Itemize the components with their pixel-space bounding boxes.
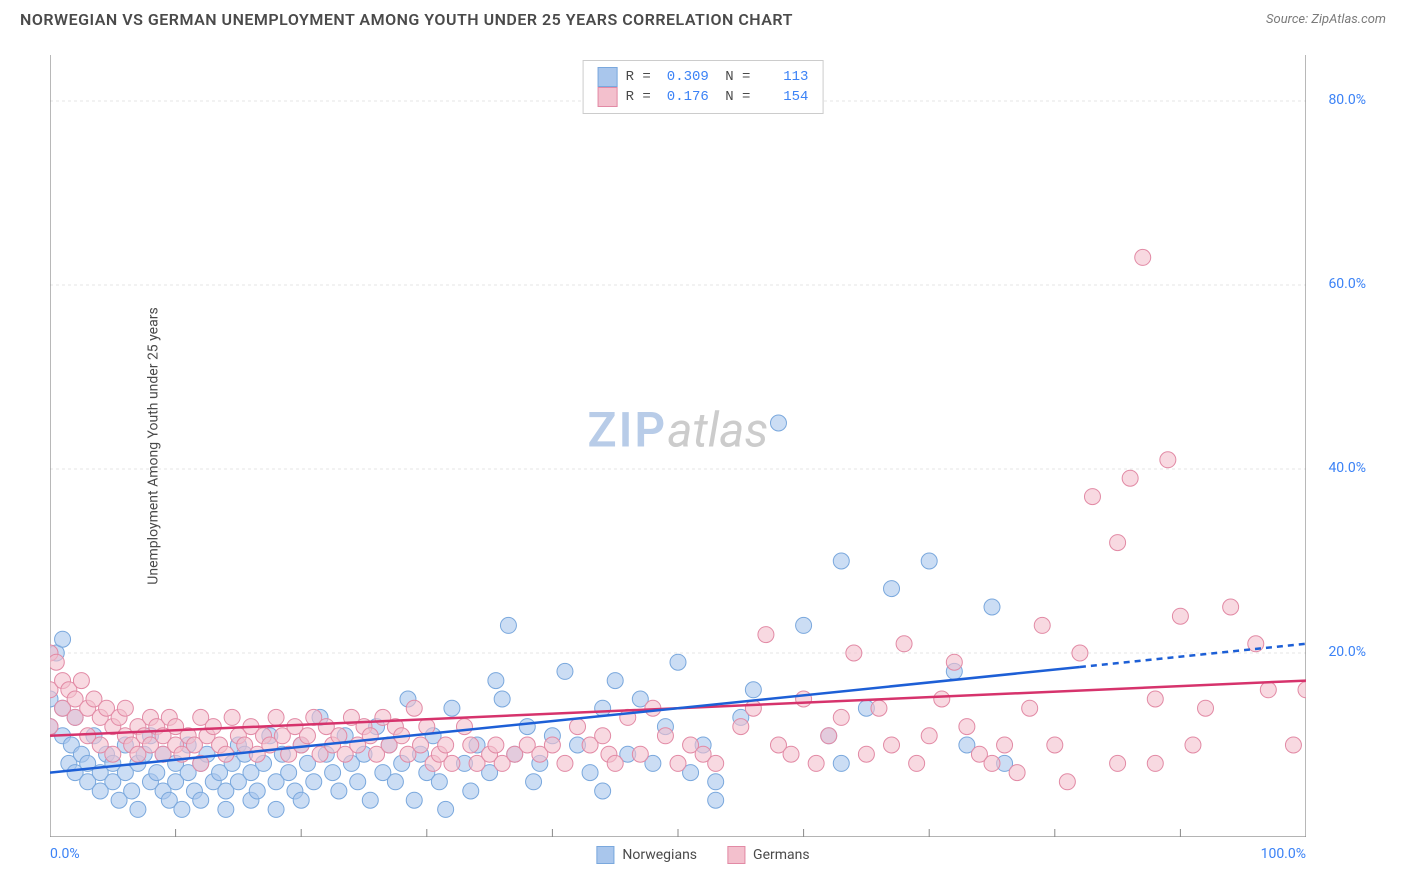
chart-title: NORWEGIAN VS GERMAN UNEMPLOYMENT AMONG Y… bbox=[20, 10, 793, 29]
y-tick-label: 40.0% bbox=[1328, 460, 1366, 476]
y-tick-label: 80.0% bbox=[1328, 92, 1366, 108]
legend-row-norwegians: R = 0.309 N = 113 bbox=[598, 67, 809, 87]
n-value-norwegians: 113 bbox=[758, 69, 808, 85]
legend-swatch-norwegians bbox=[598, 67, 618, 87]
x-axis-min-label: 0.0% bbox=[50, 846, 80, 862]
n-label: N = bbox=[717, 69, 751, 85]
legend-swatch-germans bbox=[598, 87, 618, 107]
y-tick-label: 60.0% bbox=[1328, 276, 1366, 292]
y-tick-label: 20.0% bbox=[1328, 644, 1366, 660]
legend-label-germans: Germans bbox=[753, 847, 810, 863]
legend-item-norwegians: Norwegians bbox=[596, 846, 697, 864]
legend-swatch-icon bbox=[727, 846, 745, 864]
correlation-legend: R = 0.309 N = 113 R = 0.176 N = 154 bbox=[583, 60, 824, 114]
r-label: R = bbox=[626, 69, 651, 85]
legend-label-norwegians: Norwegians bbox=[622, 847, 697, 863]
r-value-norwegians: 0.309 bbox=[659, 69, 709, 85]
bottom-legend: Norwegians Germans bbox=[596, 846, 809, 864]
chart-plot-area: ZIPatlas bbox=[50, 55, 1306, 837]
r-label: R = bbox=[626, 89, 651, 105]
n-value-germans: 154 bbox=[758, 89, 808, 105]
chart-svg bbox=[50, 55, 1306, 837]
legend-row-germans: R = 0.176 N = 154 bbox=[598, 87, 809, 107]
legend-item-germans: Germans bbox=[727, 846, 810, 864]
legend-swatch-icon bbox=[596, 846, 614, 864]
n-label: N = bbox=[717, 89, 751, 105]
source-label: Source: ZipAtlas.com bbox=[1266, 12, 1386, 27]
r-value-germans: 0.176 bbox=[659, 89, 709, 105]
x-axis-max-label: 100.0% bbox=[1261, 846, 1306, 862]
